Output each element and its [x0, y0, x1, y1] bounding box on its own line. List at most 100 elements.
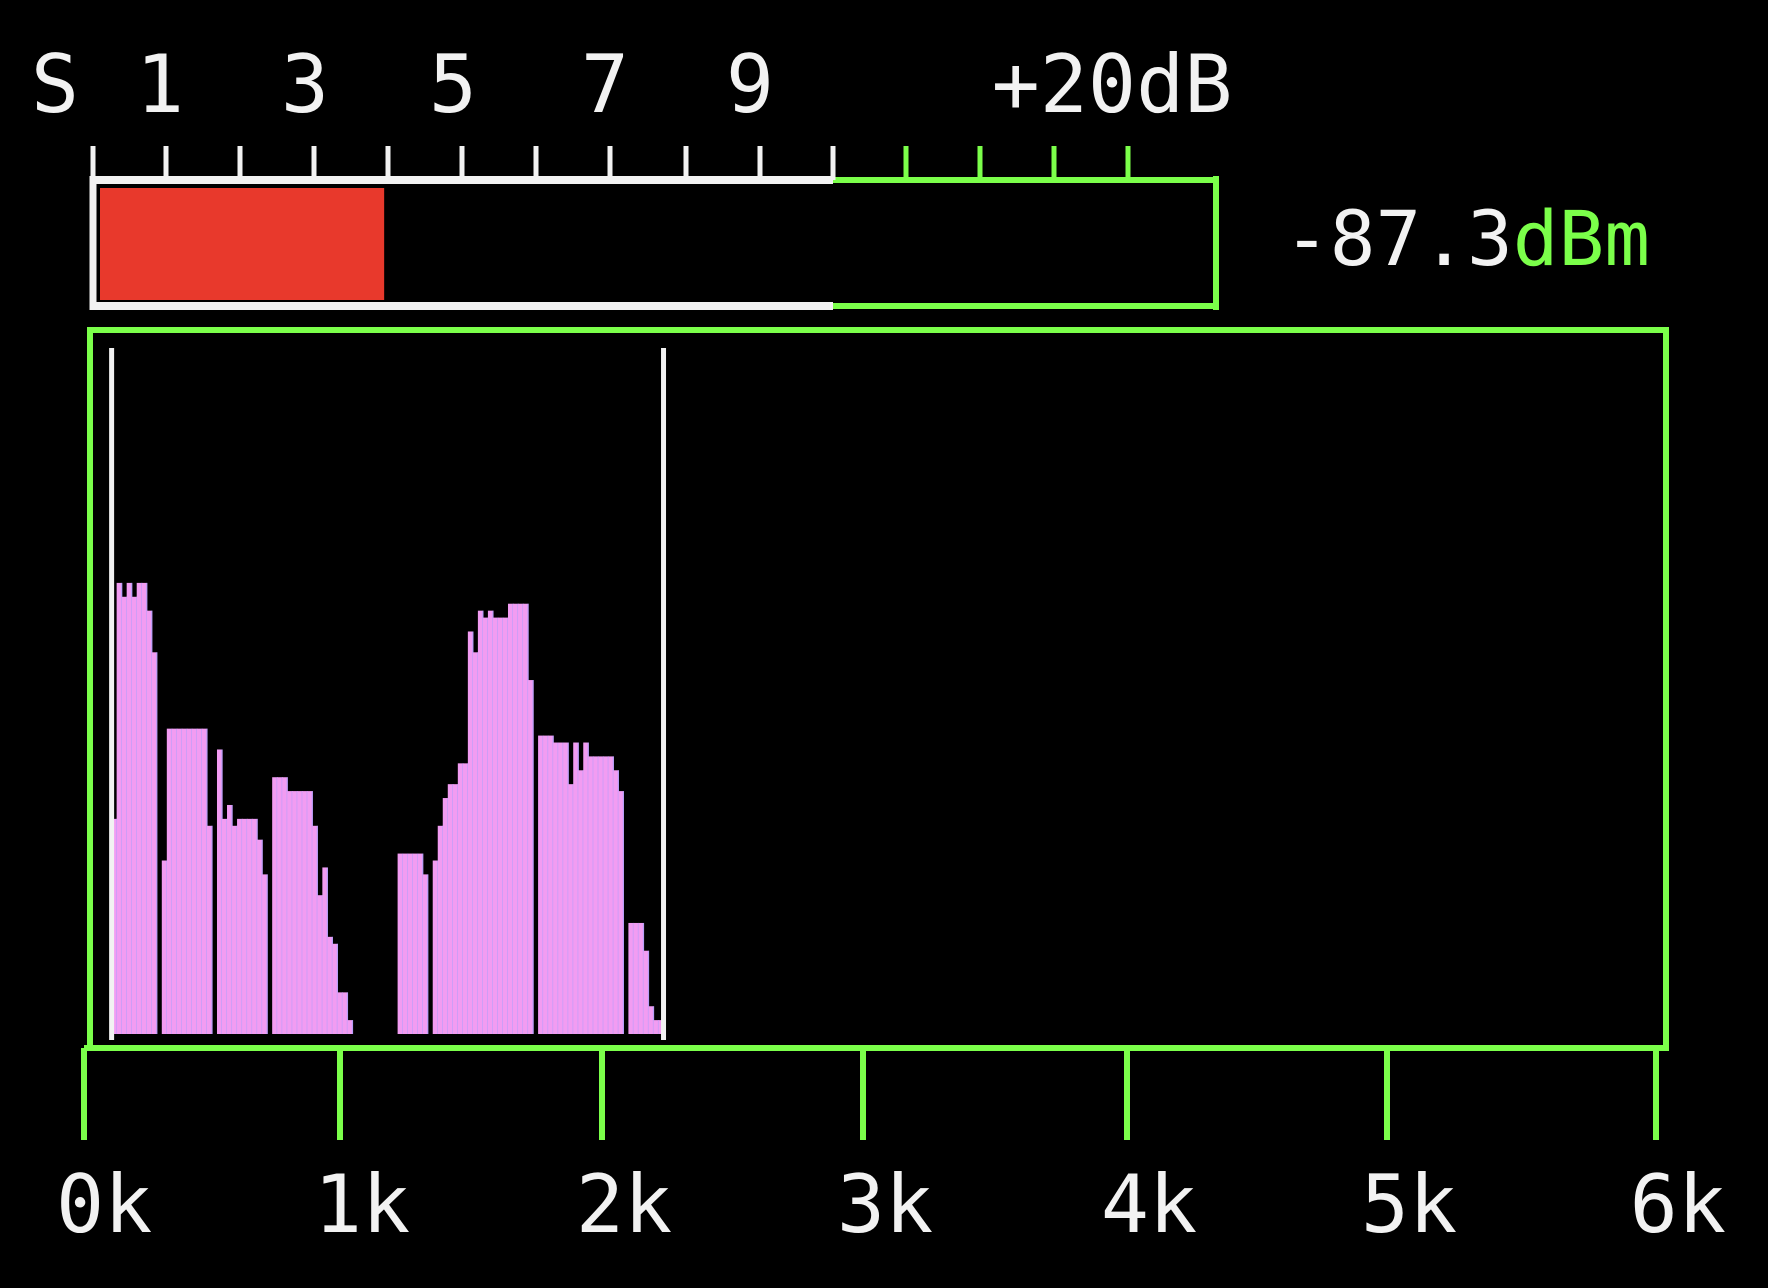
spectrum-bar [237, 818, 243, 1034]
spectrum-bar [583, 742, 589, 1034]
spectrum-bar [186, 728, 193, 1034]
spectrum-bar [553, 742, 559, 1034]
spectrum-bar [452, 784, 459, 1034]
spectrum-bar [482, 617, 489, 1034]
spectrum-bar [312, 825, 318, 1034]
spectrum-bar [206, 825, 213, 1034]
spectrum-bar [628, 922, 635, 1034]
frequency-ticks [81, 1048, 1659, 1140]
spectrum-bar [196, 728, 203, 1034]
spectrum-bar [131, 596, 138, 1034]
spectrum-bar [613, 770, 619, 1034]
spectrum-bar [618, 791, 624, 1034]
s-meter-label-1: 1 [136, 38, 184, 131]
spectrum-bar [558, 742, 564, 1034]
spectrum-bar [146, 610, 153, 1034]
spectrum-bar [502, 617, 509, 1034]
spectrum-bar [332, 943, 338, 1034]
spectrum-bar [603, 756, 609, 1034]
spectrum-bar [467, 631, 474, 1034]
spectrum-bar [588, 756, 594, 1034]
spectrum-bar [523, 603, 529, 1034]
spectrum-bar [548, 735, 554, 1034]
spectrum-bar [573, 742, 579, 1034]
spectrum-bar [327, 936, 333, 1034]
spectrum-bar [166, 728, 173, 1034]
spectrum-bar [513, 603, 519, 1034]
s-meter-label-5: 5 [429, 38, 477, 131]
frequency-tick-label: 6k [1630, 1158, 1726, 1251]
spectrum-bar [317, 895, 323, 1034]
spectrum-bar [287, 791, 293, 1034]
frequency-tick-label: 0k [56, 1158, 152, 1251]
spectrum-bar [563, 742, 569, 1034]
s-meter-label-9: 9 [726, 38, 774, 131]
frequency-tick-label: 4k [1101, 1158, 1197, 1251]
spectrum-bar [643, 950, 650, 1034]
s-meter-label-3: 3 [281, 38, 329, 131]
spectrum-bar [407, 853, 414, 1034]
spectrum-bar [507, 603, 514, 1034]
spectrum-bar [432, 860, 439, 1034]
spectrum-bar [222, 818, 228, 1034]
spectrum-bar [151, 652, 158, 1034]
spectrum-panel [87, 327, 1669, 1051]
signal-readout: -87.3dBm [1284, 194, 1650, 283]
spectrum-bar [262, 874, 268, 1034]
spectrum-bar [402, 853, 409, 1034]
spectrum-bar [442, 798, 449, 1034]
spectrum-bar [257, 839, 263, 1034]
spectrum-bar [638, 922, 645, 1034]
spectrum-bar [181, 728, 188, 1034]
spectrum-bar [342, 992, 349, 1034]
spectrum-bar [121, 596, 128, 1034]
spectrum-bar [412, 853, 419, 1034]
spectrum-bar [201, 728, 208, 1034]
spectrum-bar [337, 992, 344, 1034]
frequency-axis: 0k 1k 2k 3k 4k 5k 6k [56, 1045, 1726, 1251]
spectrum-bar [277, 777, 283, 1034]
spectrum-bar [648, 1006, 655, 1034]
signal-readout-value: -87.3 [1284, 194, 1513, 283]
spectrum-bar [111, 818, 118, 1034]
s-meter-bar [89, 146, 1219, 310]
s-meter-label-s: S [31, 38, 79, 131]
frequency-tick-label: 5k [1361, 1158, 1457, 1251]
spectrum-bar [568, 784, 574, 1034]
spectrum-bar [347, 1020, 354, 1034]
spectrum-bar [292, 791, 298, 1034]
spectrum-bar [272, 777, 278, 1034]
spectrum-bar [518, 603, 524, 1034]
spectrum-bar [116, 582, 123, 1034]
frequency-tick-labels: 0k 1k 2k 3k 4k 5k 6k [56, 1158, 1726, 1251]
spectrum-bars [111, 582, 665, 1034]
spectrum-bar [322, 867, 328, 1034]
spectrum-bar [417, 853, 424, 1034]
spectrum-bar [252, 818, 258, 1034]
spectrum-bar [477, 610, 484, 1034]
spectrum-bar [653, 1020, 660, 1034]
spectrum-bar [141, 582, 148, 1034]
spectrum-bar [191, 728, 198, 1034]
s-meter-level-fill [100, 188, 385, 300]
spectrum-bar [232, 825, 238, 1034]
spectrum-bar [171, 728, 178, 1034]
spectrum-bar [543, 735, 549, 1034]
spectrum-bar [242, 818, 248, 1034]
spectrum-bar [176, 728, 183, 1034]
spectrum-bar [492, 617, 499, 1034]
spectrum-bar [136, 582, 143, 1034]
spectrum-bar [598, 756, 604, 1034]
spectrum-bar [578, 770, 584, 1034]
spectrum-bar [447, 784, 454, 1034]
spectrum-bar [307, 791, 313, 1034]
spectrum-bar [437, 825, 444, 1034]
spectrum-bar [302, 791, 308, 1034]
spectrum-bar [216, 749, 223, 1034]
spectrum-bar [161, 860, 168, 1034]
spectrum-bar [497, 617, 504, 1034]
s-meter-label-7: 7 [581, 38, 629, 131]
passband-markers [109, 348, 667, 1040]
frequency-tick-label: 2k [576, 1158, 672, 1251]
